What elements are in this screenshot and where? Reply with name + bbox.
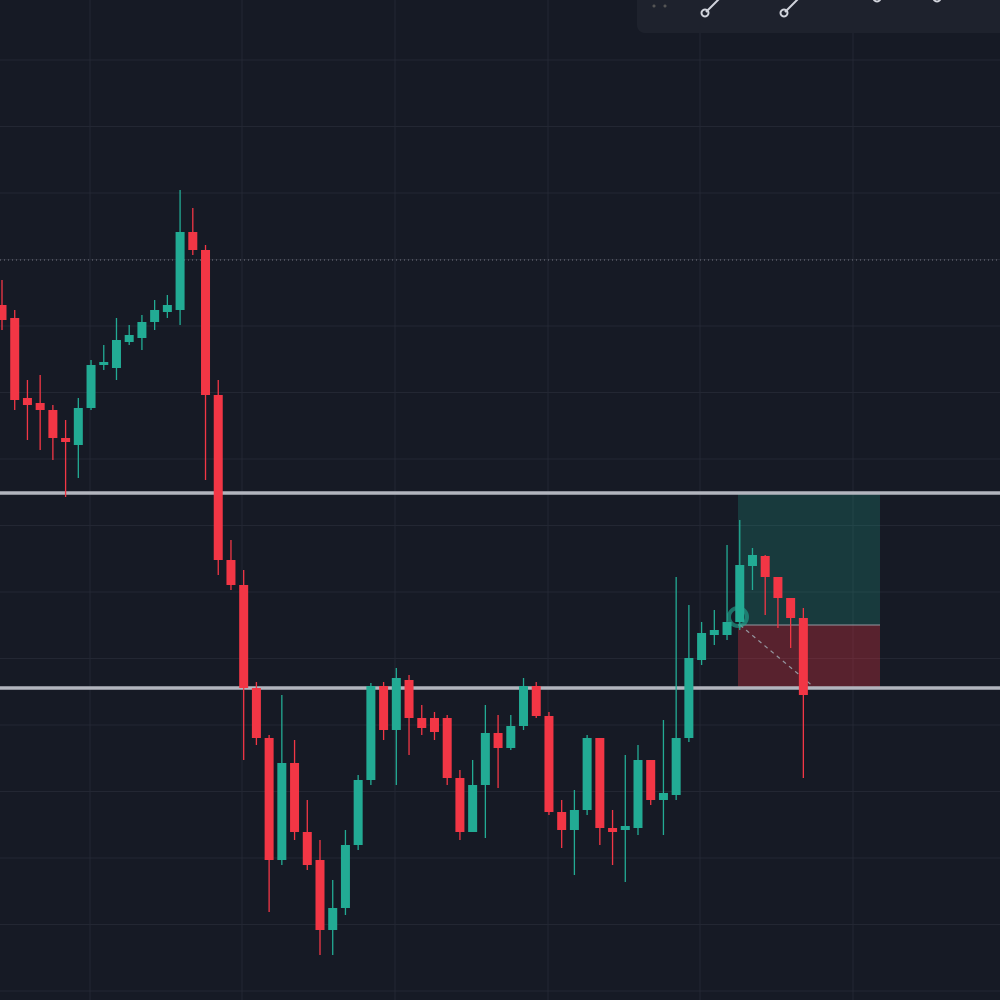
candle-body [544, 716, 554, 812]
candle-body [595, 738, 605, 828]
candle-body [671, 738, 681, 795]
candle-body [760, 556, 770, 577]
candle-body [0, 305, 7, 320]
candle-body [226, 560, 236, 585]
toolbar [637, 0, 1000, 33]
candle-body [519, 686, 529, 726]
candle-body [633, 760, 643, 828]
candle-body [658, 793, 668, 800]
candle-body [582, 738, 592, 810]
candle-body [328, 908, 338, 930]
candle-body [569, 810, 579, 830]
tool-icons[interactable] [700, 0, 942, 18]
candle-body [366, 686, 376, 780]
trend-line-icon[interactable] [705, 0, 720, 13]
grip [663, 4, 667, 8]
candle-body [684, 658, 694, 738]
candle-body [468, 785, 478, 832]
candle-body [404, 680, 414, 718]
candle-body [251, 688, 261, 738]
candle-body [137, 322, 147, 338]
candle-body [429, 718, 439, 732]
candle-body [111, 340, 121, 368]
candle-body [73, 408, 83, 445]
candle-body [773, 577, 783, 598]
candle-body [213, 395, 223, 560]
candle-body [175, 232, 185, 310]
candle-body [86, 365, 96, 408]
ray-icon[interactable] [784, 0, 799, 13]
ray-icon[interactable] [779, 8, 789, 18]
candle-body [722, 622, 732, 635]
candle-body [10, 318, 20, 400]
candle-body [239, 585, 249, 688]
candle-body [124, 335, 134, 342]
candle-body [188, 232, 198, 250]
candle-body [379, 686, 389, 730]
candle-body [786, 598, 796, 618]
candle-body [201, 250, 211, 395]
candle-body [747, 555, 757, 566]
candle-body [162, 305, 172, 312]
candle-body [48, 410, 58, 438]
target-zone [738, 493, 880, 625]
candle-body [493, 733, 503, 748]
grip [652, 4, 656, 8]
candle-body [290, 763, 300, 832]
candle-body [608, 828, 618, 832]
candle-body [506, 726, 516, 748]
candle-body [150, 310, 160, 322]
candle-body [302, 832, 312, 865]
candle-body [442, 718, 452, 778]
candle-body [391, 678, 401, 730]
candle-body [798, 618, 808, 695]
candle-body [697, 633, 707, 660]
candle-body [340, 845, 350, 908]
candle-body [353, 780, 363, 845]
candle-body [480, 733, 490, 785]
candle-body [557, 812, 567, 830]
candle-body [277, 763, 287, 860]
candle-body [646, 760, 656, 800]
candle-body [264, 738, 274, 860]
candle-body [417, 718, 427, 728]
candle-body [99, 362, 109, 365]
tool-icon[interactable] [932, 0, 942, 3]
candle-body [22, 398, 32, 405]
toolbar-bg [637, 0, 1000, 33]
candle-body [61, 438, 71, 442]
candle-body [315, 860, 325, 930]
stop-zone [738, 625, 880, 688]
trend-line-icon[interactable] [700, 8, 710, 18]
candle-body [620, 826, 630, 830]
tool-icon[interactable] [872, 0, 882, 3]
candle-body [35, 403, 45, 410]
candle-body [709, 630, 719, 635]
candle-body [531, 686, 541, 716]
candle-body [455, 778, 465, 832]
candle-body [735, 565, 745, 622]
candles [0, 190, 808, 955]
